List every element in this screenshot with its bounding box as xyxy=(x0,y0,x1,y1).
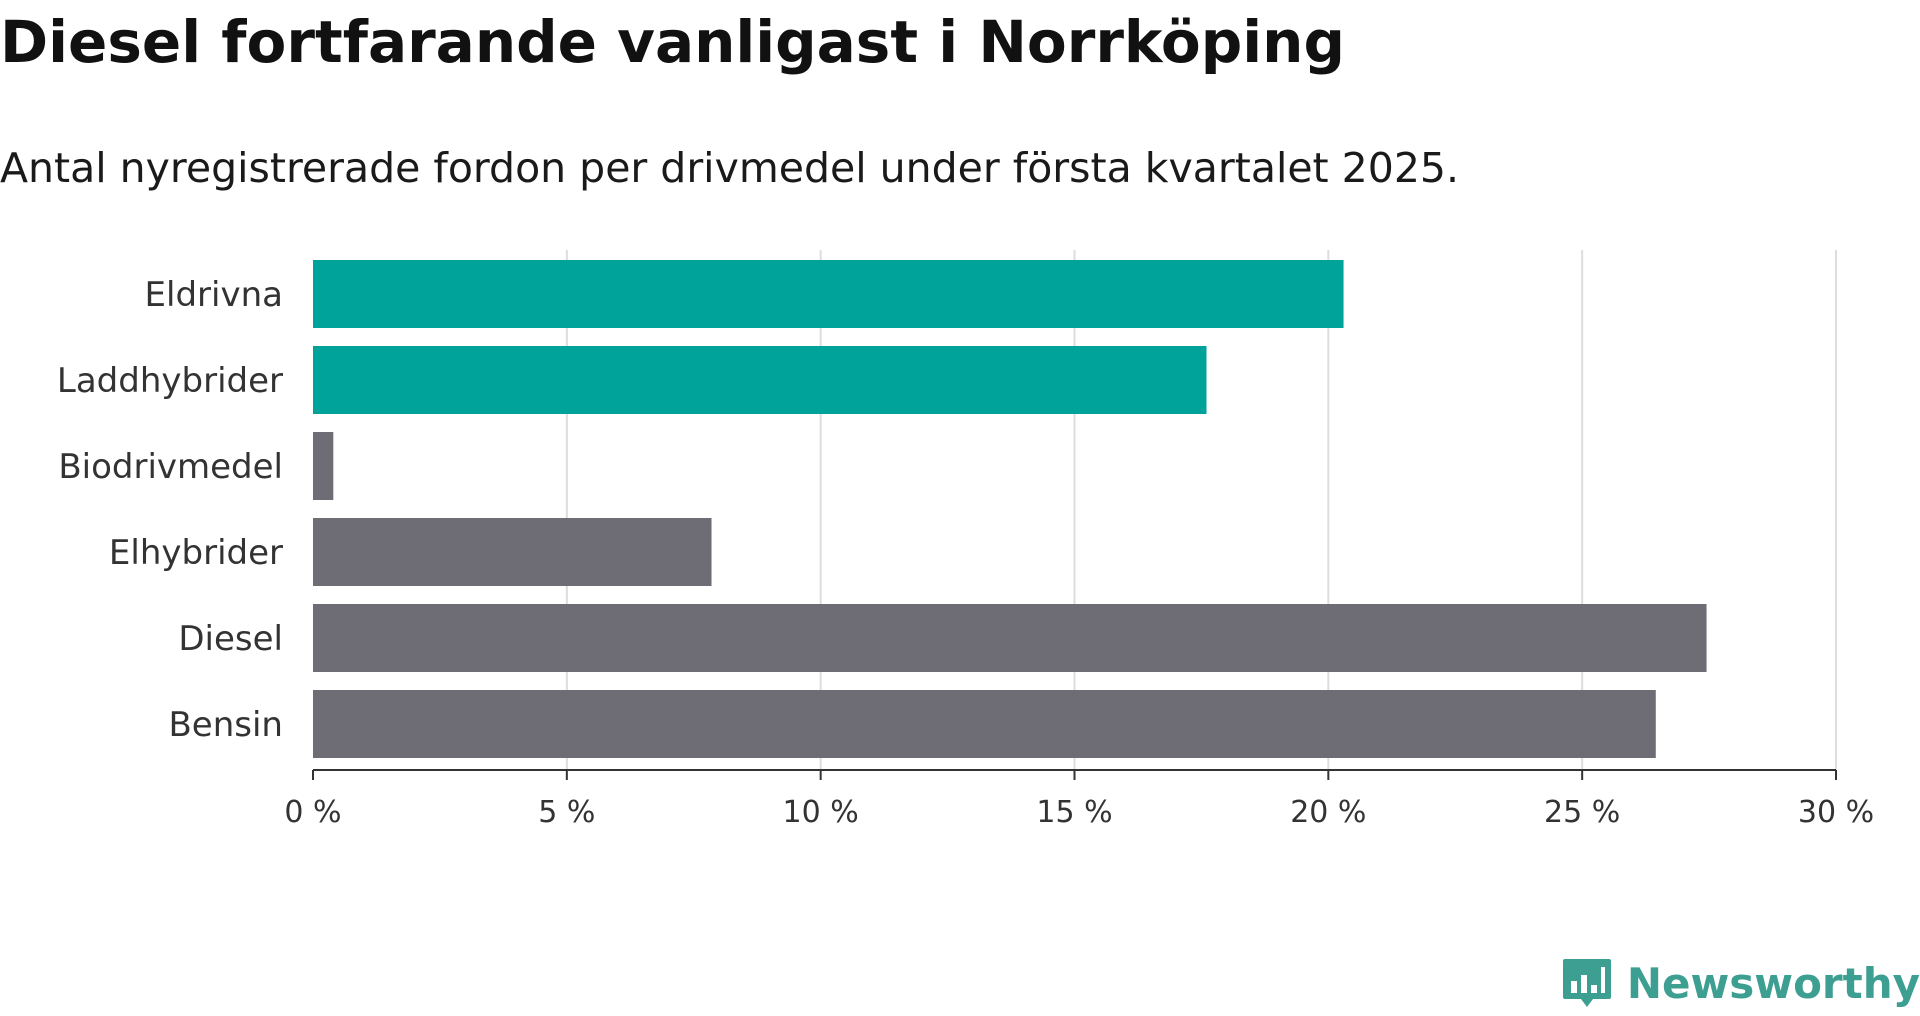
x-tick-label: 20 % xyxy=(1290,795,1366,830)
x-tick-label: 15 % xyxy=(1036,795,1112,830)
x-tick-label: 30 % xyxy=(1798,795,1874,830)
bar-elhybrider xyxy=(313,518,712,586)
category-label: Diesel xyxy=(178,619,283,659)
chart-subtitle: Antal nyregistrerade fordon per drivmede… xyxy=(0,144,1460,192)
x-tick-label: 0 % xyxy=(284,795,341,830)
x-tick-label: 25 % xyxy=(1544,795,1620,830)
category-labels: Eldrivna Laddhybrider Biodrivmedel Elhybrid… xyxy=(57,275,283,745)
category-label: Bensin xyxy=(168,705,283,745)
bar-eldrivna xyxy=(313,260,1344,328)
category-label: Eldrivna xyxy=(145,275,283,315)
chart-title: Diesel fortfarande vanligast i Norrköpin… xyxy=(0,8,1345,76)
category-label: Laddhybrider xyxy=(57,361,283,401)
x-tick-label: 5 % xyxy=(538,795,595,830)
bar-bensin xyxy=(313,690,1656,758)
category-label: Elhybrider xyxy=(109,533,283,573)
bar-diesel xyxy=(313,604,1707,672)
newsworthy-brand: Newsworthy xyxy=(1561,950,1920,1016)
bars xyxy=(313,260,1707,758)
x-axis: 0 % 5 % 10 % 15 % 20 % 25 % 30 % xyxy=(284,769,1874,830)
bar-laddhybrider xyxy=(313,346,1207,414)
category-label: Biodrivmedel xyxy=(58,447,283,487)
newsworthy-logo-icon xyxy=(1562,959,1611,1007)
x-tick-label: 10 % xyxy=(783,795,859,830)
gridlines xyxy=(565,250,1837,770)
bar-biodrivmedel xyxy=(313,432,334,500)
brand-name: Newsworthy xyxy=(1626,958,1920,1008)
